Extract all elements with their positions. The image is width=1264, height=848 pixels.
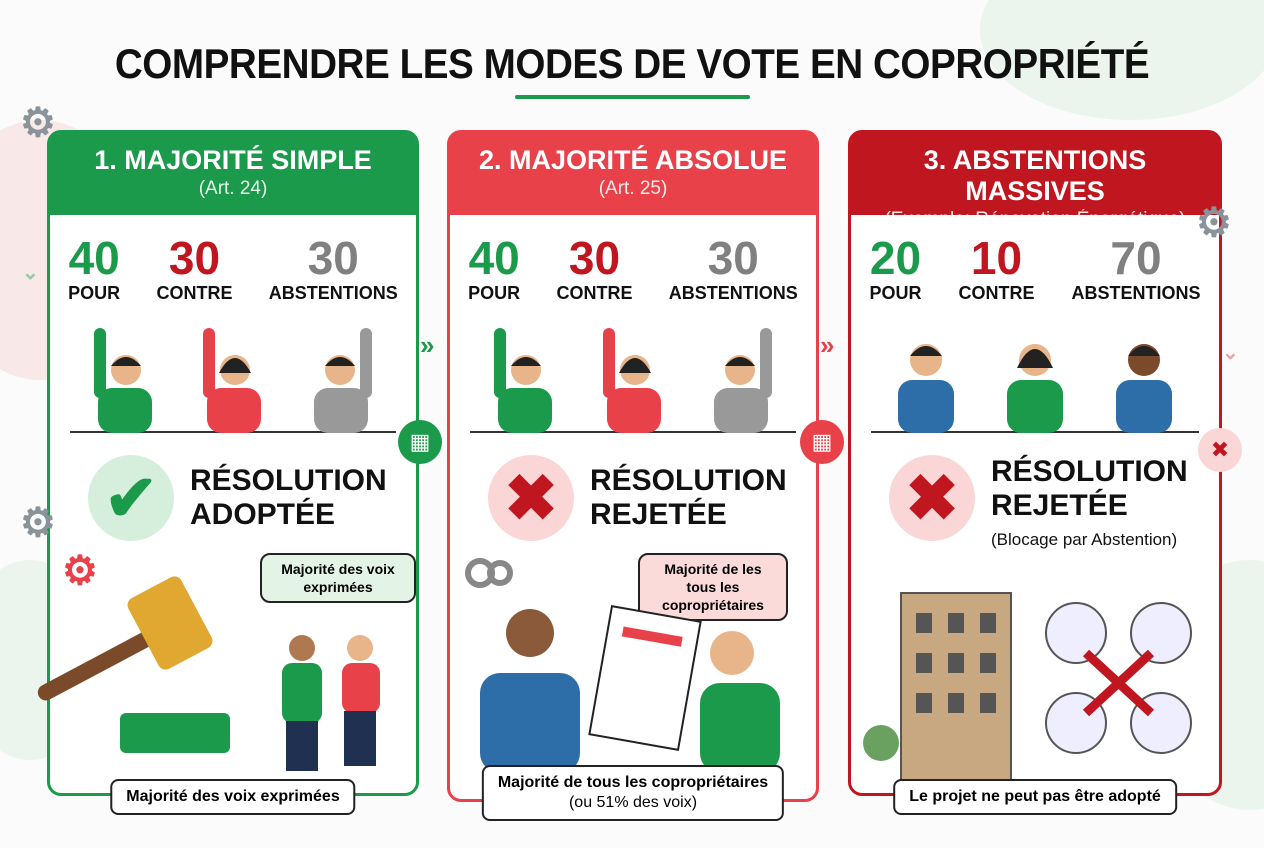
result-text: RÉSOLUTION REJETÉE: [590, 464, 787, 531]
building-icon: ▦: [398, 420, 442, 464]
vote-counts: 40 POUR 30 CONTRE 30 ABSTENTIONS: [50, 233, 416, 304]
vote-contre: 30 CONTRE: [556, 233, 632, 304]
panel-subtitle: (Exemple: Rénovation Énergétique): [884, 209, 1186, 230]
vote-counts: 20 POUR 10 CONTRE 70 ABSTENTIONS: [851, 233, 1219, 304]
vote-value: 10: [970, 232, 1023, 284]
cross-icon: ✖: [889, 455, 975, 541]
old-building-with-blocked-renovations-icon: [863, 592, 1192, 783]
chevron-down-icon: ⌄: [22, 262, 39, 284]
check-icon: ✔: [88, 455, 174, 541]
speech-bubble: Majorité de les tous les copropriétaires: [638, 553, 788, 621]
panel-majorite-absolue: 2. MAJORITÉ ABSOLUE (Art. 25) 40 POUR 30 C…: [447, 130, 819, 821]
vote-value: 40: [68, 232, 120, 284]
vote-label: POUR: [869, 283, 922, 303]
caption: Majorité des voix exprimées: [110, 779, 356, 815]
result-title: RÉSOLUTION REJETÉE: [991, 455, 1188, 522]
voter-abstention-icon: [313, 328, 372, 433]
voters-illustration: [871, 318, 1199, 433]
panel-subtitle: (Art. 24): [198, 178, 268, 199]
people-reading-document-icon: [465, 558, 780, 773]
voter-abstention-icon: [713, 328, 772, 433]
vote-label: CONTRE: [556, 283, 633, 303]
panel-title: 3. ABSTENTIONS MASSIVES: [923, 145, 1147, 206]
chevron-right-icon: »: [820, 330, 835, 360]
cross-icon: ✖: [488, 455, 574, 541]
panel-abstentions-massives: 3. ABSTENTIONS MASSIVES (Exemple: Rénova…: [848, 130, 1222, 815]
person-arms-crossed-icon: [1116, 344, 1173, 433]
vote-value: 20: [869, 232, 922, 284]
person-arms-crossed-icon: [1006, 344, 1063, 433]
voter-contre-icon: [202, 328, 261, 433]
vote-value: 70: [1110, 232, 1162, 284]
vote-pour: 40 POUR: [68, 233, 120, 304]
vote-contre: 30 CONTRE: [156, 233, 232, 304]
vote-value: 30: [707, 232, 759, 284]
vote-label: CONTRE: [156, 283, 233, 303]
vote-pour: 20 POUR: [869, 233, 921, 304]
chevron-right-icon: »: [420, 330, 435, 360]
panel-subtitle: (Art. 25): [598, 178, 668, 199]
panel-title: 1. MAJORITÉ SIMPLE: [94, 145, 372, 175]
caption-line: (ou 51% des voix): [568, 794, 698, 811]
voter-contre-icon: [602, 328, 661, 433]
cross-icon: ✖: [1198, 428, 1242, 472]
caption-line: Majorité de tous les copropriétaires: [497, 774, 769, 791]
title-underline: [515, 95, 750, 99]
gear-icon: ⚙: [20, 101, 56, 145]
person-arms-crossed-icon: [897, 344, 954, 433]
panel-header: 3. ABSTENTIONS MASSIVES (Exemple: Rénova…: [851, 133, 1219, 230]
voter-pour-icon: [94, 328, 153, 433]
vote-abstentions: 70 ABSTENTIONS: [1071, 233, 1200, 304]
vote-pour: 40 POUR: [468, 233, 520, 304]
vote-value: 30: [307, 232, 359, 284]
caption: Majorité de tous les copropriétaires (ou …: [481, 765, 785, 821]
voter-pour-icon: [494, 328, 553, 433]
result-subtitle: (Blocage par Abstention): [991, 530, 1178, 549]
vote-label: CONTRE: [958, 283, 1035, 303]
gavel-icon: [37, 576, 230, 753]
vote-label: POUR: [468, 283, 521, 303]
vote-value: 30: [168, 232, 221, 284]
vote-label: ABSTENTIONS: [268, 283, 398, 303]
gear-icon: ⚙: [1196, 201, 1232, 245]
voters-illustration: [470, 318, 796, 433]
result: ✔ RÉSOLUTION ADOPTÉE: [88, 455, 416, 541]
gear-icon: ⚙: [62, 549, 98, 593]
chevron-down-icon: ⌄: [1222, 342, 1239, 364]
panel-title: 2. MAJORITÉ ABSOLUE: [478, 145, 788, 175]
vote-contre: 10 CONTRE: [958, 233, 1034, 304]
caption: Le projet ne peut pas être adopté: [893, 779, 1177, 815]
result-text: RÉSOLUTION REJETÉE (Blocage par Abstentio…: [991, 455, 1211, 557]
celebrating-people-icon: [282, 635, 380, 771]
vote-value: 40: [468, 232, 520, 284]
page-title: COMPRENDRE LES MODES DE VOTE EN COPROPRI…: [114, 40, 1150, 87]
vote-counts: 40 POUR 30 CONTRE 30 ABSTENTIONS: [450, 233, 816, 304]
panel-majorite-simple: 1. MAJORITÉ SIMPLE (Art. 24) 40 POUR 30 CO…: [37, 130, 419, 815]
vote-abstentions: 30 ABSTENTIONS: [269, 233, 398, 304]
result: ✖ RÉSOLUTION REJETÉE: [488, 455, 816, 541]
vote-label: ABSTENTIONS: [668, 283, 798, 303]
speech-bubble: Majorité des voix exprimées: [260, 553, 416, 603]
vote-label: POUR: [68, 283, 121, 303]
gear-icon: ⚙: [20, 501, 56, 545]
result-text: RÉSOLUTION ADOPTÉE: [190, 464, 387, 531]
vote-value: 30: [568, 232, 621, 284]
vote-label: ABSTENTIONS: [1071, 283, 1201, 303]
building-icon: ▦: [800, 420, 844, 464]
vote-abstentions: 30 ABSTENTIONS: [669, 233, 798, 304]
panel-header: 2. MAJORITÉ ABSOLUE (Art. 25): [450, 133, 816, 215]
result: ✖ RÉSOLUTION REJETÉE (Blocage par Abstent…: [889, 455, 1219, 557]
voters-illustration: [70, 318, 396, 433]
panel-header: 1. MAJORITÉ SIMPLE (Art. 24): [50, 133, 416, 215]
